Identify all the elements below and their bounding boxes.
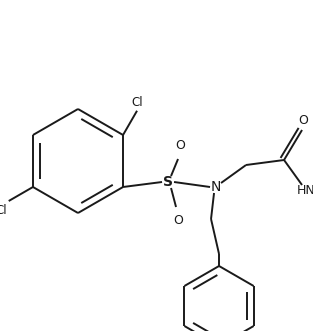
Text: O: O — [175, 139, 185, 152]
Text: O: O — [298, 114, 308, 127]
Text: N: N — [211, 180, 221, 194]
Text: S: S — [163, 175, 173, 189]
Text: Cl: Cl — [0, 204, 7, 217]
Text: HN: HN — [297, 183, 313, 197]
Text: O: O — [173, 214, 183, 227]
Text: Cl: Cl — [131, 96, 143, 109]
